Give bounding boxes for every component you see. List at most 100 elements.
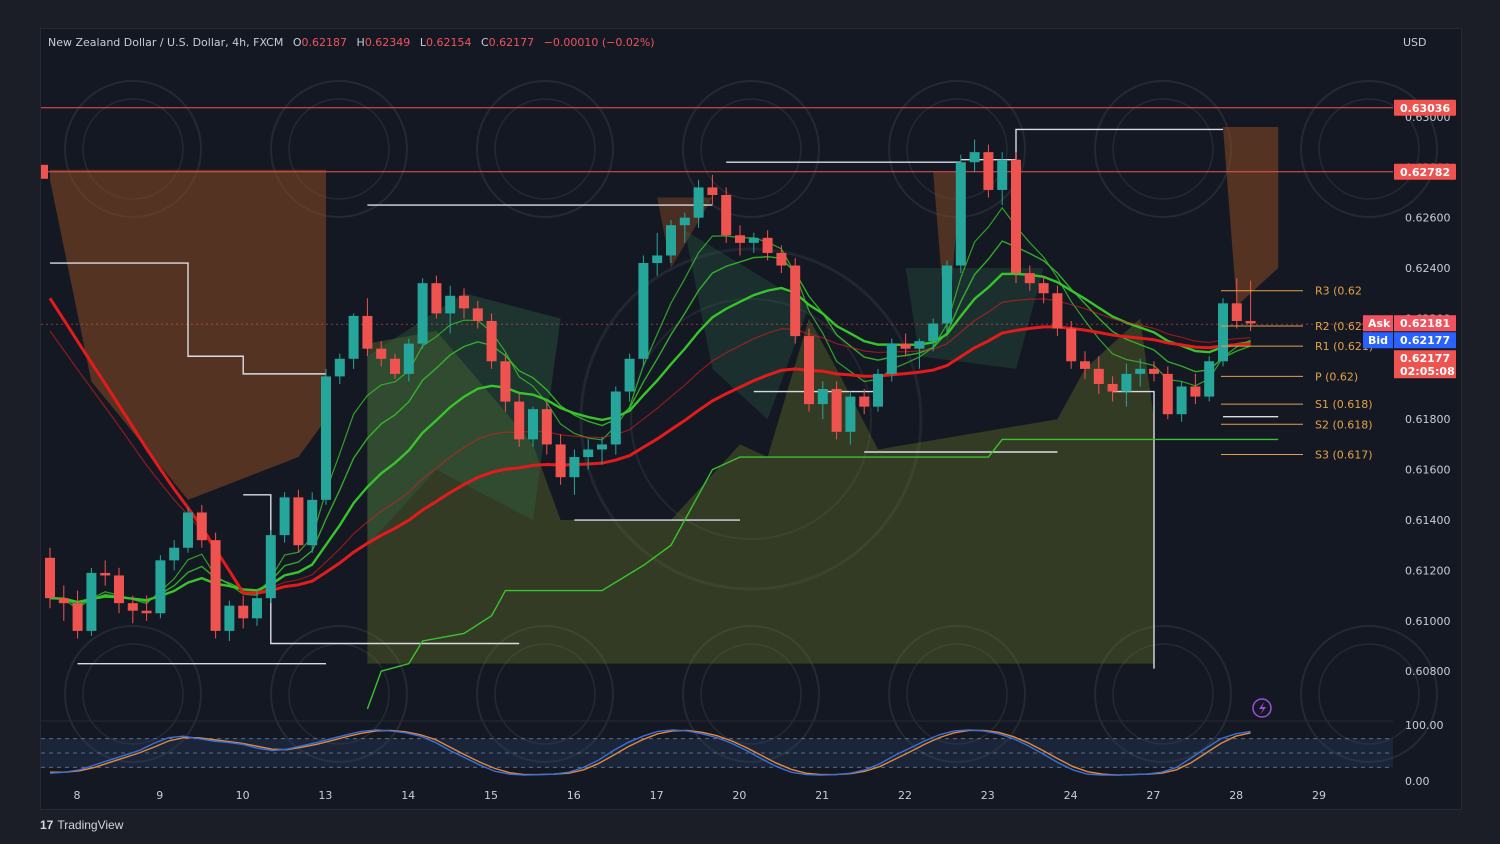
candle[interactable] bbox=[666, 220, 676, 264]
candle[interactable] bbox=[762, 230, 773, 261]
candle[interactable] bbox=[804, 328, 814, 412]
candle[interactable] bbox=[1231, 278, 1242, 329]
candle[interactable] bbox=[279, 492, 290, 543]
time-tick-label: 23 bbox=[981, 789, 995, 802]
candle[interactable] bbox=[403, 338, 414, 382]
candle[interactable] bbox=[528, 406, 538, 447]
candle[interactable] bbox=[776, 245, 787, 274]
candle[interactable] bbox=[1066, 320, 1077, 369]
candle[interactable] bbox=[928, 318, 939, 352]
candle[interactable] bbox=[831, 381, 842, 440]
candle[interactable] bbox=[1176, 381, 1187, 422]
candle[interactable] bbox=[569, 449, 580, 495]
candle[interactable] bbox=[1038, 275, 1049, 304]
candle[interactable] bbox=[58, 585, 69, 621]
candle[interactable] bbox=[334, 353, 345, 384]
candle[interactable] bbox=[238, 595, 249, 629]
candle[interactable] bbox=[486, 313, 497, 369]
candle[interactable] bbox=[873, 368, 883, 412]
candle[interactable] bbox=[790, 257, 801, 344]
candle[interactable] bbox=[169, 540, 180, 571]
candle[interactable] bbox=[72, 590, 83, 639]
candle[interactable] bbox=[679, 212, 690, 243]
candle[interactable] bbox=[210, 532, 221, 639]
candle[interactable] bbox=[1149, 361, 1159, 382]
candle[interactable] bbox=[624, 353, 635, 402]
candle[interactable] bbox=[638, 255, 649, 367]
candle[interactable] bbox=[362, 298, 373, 357]
candle[interactable] bbox=[1093, 356, 1104, 395]
candle[interactable] bbox=[1245, 280, 1256, 332]
candle[interactable] bbox=[817, 381, 828, 420]
candle[interactable] bbox=[1162, 366, 1173, 420]
candle[interactable] bbox=[735, 225, 745, 256]
candle[interactable] bbox=[348, 313, 359, 369]
candle[interactable] bbox=[707, 174, 718, 206]
chart-canvas[interactable]: R3 (0.62 R2 (0.622) R1 (0.621) P (0.62) S1 (… bbox=[41, 29, 1461, 809]
high-value: 0.62349 bbox=[365, 36, 411, 49]
candle[interactable] bbox=[45, 547, 55, 609]
time-tick-label: 21 bbox=[815, 789, 829, 802]
candle[interactable] bbox=[748, 232, 759, 253]
candle[interactable] bbox=[721, 187, 732, 243]
candle[interactable] bbox=[196, 504, 207, 548]
candle[interactable] bbox=[900, 333, 911, 357]
watermark-seal bbox=[270, 80, 408, 218]
time-axis[interactable]: 8 9 10 13 14 15 16 17 20 21 22 23 24 27 28 29 bbox=[74, 789, 1327, 802]
candle[interactable] bbox=[1011, 152, 1021, 284]
candle[interactable] bbox=[997, 152, 1008, 206]
candle[interactable] bbox=[1052, 285, 1063, 337]
candle[interactable] bbox=[114, 567, 124, 614]
candle[interactable] bbox=[583, 439, 594, 470]
candle[interactable] bbox=[652, 232, 663, 276]
candle[interactable] bbox=[100, 560, 111, 586]
candle[interactable] bbox=[693, 179, 704, 228]
candle[interactable] bbox=[610, 386, 621, 455]
candle[interactable] bbox=[1107, 376, 1118, 402]
candle[interactable] bbox=[1135, 358, 1146, 387]
candle[interactable] bbox=[555, 434, 566, 485]
candle[interactable] bbox=[390, 353, 400, 379]
candle[interactable] bbox=[859, 389, 870, 415]
candle[interactable] bbox=[431, 275, 442, 319]
candle[interactable] bbox=[321, 368, 331, 505]
candle[interactable] bbox=[265, 530, 276, 604]
tradingview-logo[interactable]: 17 TradingView bbox=[40, 818, 124, 832]
price-axis[interactable]: 0.630000.628000.626000.624000.622000.620… bbox=[1405, 111, 1451, 678]
svg-text:0.63036: 0.63036 bbox=[1400, 102, 1450, 115]
candle[interactable] bbox=[376, 341, 387, 367]
candle[interactable] bbox=[224, 600, 235, 641]
lightning-icon[interactable] bbox=[1252, 698, 1272, 718]
candle[interactable] bbox=[86, 567, 97, 636]
pivot-label: S2 (0.618) bbox=[1315, 418, 1373, 431]
candle[interactable] bbox=[955, 154, 966, 274]
candle[interactable] bbox=[472, 300, 483, 329]
candle[interactable] bbox=[252, 590, 262, 626]
candle[interactable] bbox=[1121, 363, 1132, 407]
candle[interactable] bbox=[293, 489, 304, 553]
candle[interactable] bbox=[1190, 373, 1201, 405]
candle[interactable] bbox=[183, 507, 193, 553]
candle[interactable] bbox=[541, 401, 552, 455]
candle[interactable] bbox=[307, 492, 318, 553]
candle[interactable] bbox=[597, 436, 607, 465]
candle[interactable] bbox=[127, 595, 138, 624]
candle[interactable] bbox=[886, 338, 897, 382]
candle[interactable] bbox=[1204, 356, 1215, 402]
candle[interactable] bbox=[1024, 265, 1035, 291]
candle[interactable] bbox=[914, 338, 925, 369]
candle[interactable] bbox=[845, 391, 856, 445]
candle[interactable] bbox=[942, 260, 952, 334]
price-tick-label: 0.61800 bbox=[1405, 413, 1451, 426]
candle[interactable] bbox=[459, 288, 469, 319]
candle[interactable] bbox=[514, 394, 525, 447]
candle[interactable] bbox=[445, 285, 456, 334]
candle[interactable] bbox=[1218, 298, 1228, 367]
candle[interactable] bbox=[141, 595, 152, 621]
candle[interactable] bbox=[417, 278, 428, 349]
candle[interactable] bbox=[500, 353, 511, 412]
candle[interactable] bbox=[155, 555, 166, 619]
candle[interactable] bbox=[969, 139, 980, 173]
candle[interactable] bbox=[983, 144, 994, 198]
candle[interactable] bbox=[1080, 351, 1090, 379]
